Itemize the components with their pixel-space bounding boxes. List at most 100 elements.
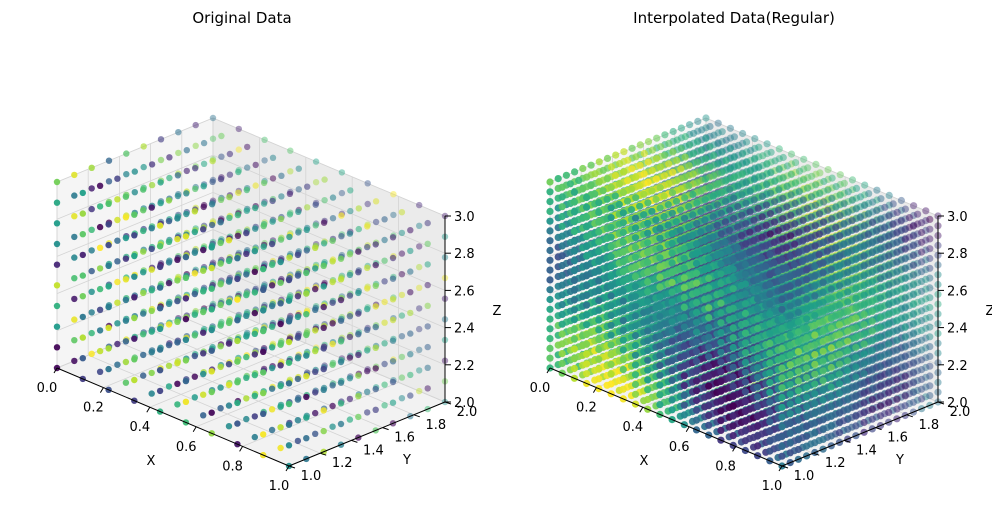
data-point — [885, 379, 893, 387]
data-point — [260, 410, 267, 417]
data-point — [174, 277, 181, 284]
data-point — [312, 285, 319, 293]
data-point — [918, 385, 926, 393]
data-point — [901, 402, 909, 410]
data-point — [191, 311, 198, 318]
data-point — [909, 310, 918, 318]
data-point — [697, 167, 706, 175]
data-point — [225, 237, 233, 244]
data-point — [398, 250, 406, 257]
data-point — [656, 163, 665, 171]
data-point — [320, 386, 327, 393]
data-point — [131, 294, 138, 301]
data-point — [320, 219, 328, 226]
data-point — [779, 174, 787, 182]
data-point — [893, 278, 901, 286]
data-point — [795, 188, 803, 196]
data-point — [372, 282, 379, 289]
data-point — [694, 138, 702, 146]
data-point — [346, 395, 354, 403]
data-point — [355, 205, 362, 212]
data-point — [243, 207, 250, 214]
data-point — [209, 178, 216, 185]
data-point — [865, 190, 873, 198]
data-point — [88, 288, 95, 295]
data-point — [355, 372, 362, 379]
data-point — [303, 226, 310, 233]
data-point — [763, 160, 771, 168]
data-point — [269, 154, 277, 161]
data-point — [140, 269, 147, 276]
data-point — [148, 328, 155, 335]
data-point — [722, 157, 730, 165]
data-point — [157, 156, 165, 164]
data-point — [234, 255, 241, 262]
data-point — [926, 392, 934, 400]
data-point — [200, 370, 207, 378]
data-point — [381, 340, 388, 347]
data-point — [114, 320, 121, 327]
data-point — [71, 171, 78, 179]
y-axis-label: Y — [402, 453, 411, 468]
data-point — [234, 232, 242, 239]
data-point — [742, 179, 750, 187]
data-point — [416, 263, 423, 271]
data-point — [277, 215, 285, 223]
data-point — [260, 431, 267, 438]
x-tick — [53, 367, 58, 374]
data-point — [389, 275, 397, 282]
data-point — [252, 225, 259, 232]
data-point — [918, 317, 926, 325]
data-point — [114, 278, 121, 286]
data-point — [320, 303, 327, 311]
data-point — [381, 381, 388, 388]
data-point — [901, 245, 909, 253]
data-point — [389, 378, 397, 386]
data-point — [338, 189, 346, 197]
data-point — [140, 227, 147, 235]
data-point — [346, 292, 354, 299]
interpolated-data-panel: Interpolated Data(Regular) 0.00.20.40.60… — [530, 9, 992, 494]
data-point — [71, 233, 78, 241]
data-point — [295, 208, 302, 215]
data-point — [885, 340, 893, 348]
data-point — [787, 150, 796, 158]
data-point — [268, 282, 276, 289]
data-point — [156, 387, 164, 395]
data-point — [312, 201, 319, 208]
data-point — [337, 296, 345, 304]
data-point — [105, 324, 112, 331]
data-point — [174, 192, 182, 200]
data-point — [105, 365, 112, 373]
data-point — [885, 389, 893, 397]
data-point — [901, 235, 909, 243]
data-point — [901, 362, 909, 371]
data-point — [390, 191, 397, 198]
data-point — [424, 281, 431, 289]
data-point — [114, 196, 121, 203]
data-point — [200, 412, 207, 419]
data-point — [661, 151, 669, 159]
data-point — [260, 369, 267, 376]
data-point — [114, 216, 121, 224]
data-point — [852, 205, 860, 213]
data-point — [824, 206, 832, 214]
data-point — [157, 179, 164, 186]
data-point — [234, 358, 241, 365]
data-point — [424, 385, 431, 392]
z-tick-label: 3.0 — [454, 210, 475, 225]
data-point — [294, 417, 302, 424]
data-point — [702, 155, 710, 163]
data-point — [225, 340, 233, 347]
data-point — [251, 433, 258, 441]
data-point — [174, 318, 181, 325]
data-point — [416, 284, 423, 291]
data-point — [832, 183, 840, 191]
data-point — [105, 262, 112, 269]
data-point — [243, 374, 250, 381]
data-point — [926, 274, 934, 282]
data-point — [303, 311, 310, 318]
data-point — [140, 248, 147, 255]
data-point — [758, 192, 767, 201]
data-point — [901, 353, 909, 361]
